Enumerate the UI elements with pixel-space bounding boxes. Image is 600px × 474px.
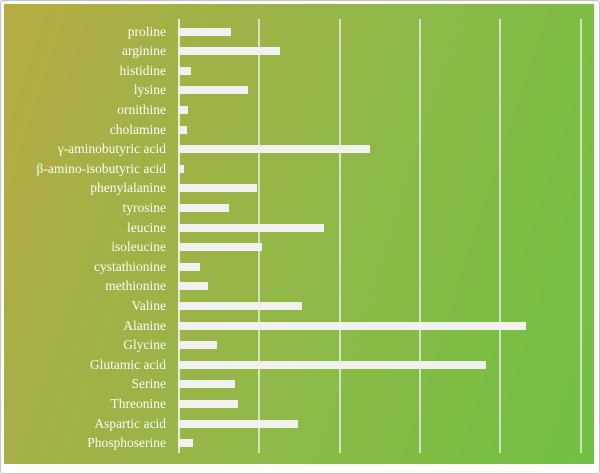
bar <box>178 399 239 408</box>
category-label: Aspartic acid <box>94 415 166 431</box>
bar <box>178 262 200 271</box>
bar <box>178 145 370 154</box>
bar <box>178 203 229 212</box>
chart-background: proline arginine histidine lysine ornithine c… <box>4 4 594 464</box>
bar <box>178 184 257 193</box>
category-label: isoleucine <box>111 239 166 255</box>
bar <box>178 341 218 350</box>
bar <box>178 27 231 36</box>
category-label: arginine <box>122 43 166 59</box>
category-label: Valine <box>131 297 167 313</box>
category-label: Alanine <box>123 317 166 333</box>
category-label: histidine <box>119 62 167 78</box>
vertical-gridline <box>579 19 582 453</box>
vertical-gridline <box>258 19 261 453</box>
bar <box>178 105 188 114</box>
y-axis-line <box>178 19 180 453</box>
category-label: cholamine <box>109 121 166 137</box>
bar <box>178 282 208 291</box>
bar <box>178 86 248 95</box>
category-label: Serine <box>131 376 167 392</box>
category-label: lysine <box>133 82 166 98</box>
vertical-gridline <box>418 19 421 453</box>
category-label: phenylalanine <box>90 180 166 196</box>
category-label: ornithine <box>117 101 166 117</box>
bar <box>178 243 263 252</box>
category-label: γ-aminobutyric acid <box>57 141 166 157</box>
bar <box>178 360 486 369</box>
bar <box>178 301 302 310</box>
category-label: Phosphoserine <box>87 435 166 451</box>
bar <box>178 66 191 75</box>
category-label: proline <box>127 23 166 39</box>
vertical-gridline <box>338 19 341 453</box>
bar <box>178 419 298 428</box>
vertical-gridline <box>499 19 502 453</box>
bar <box>178 321 526 330</box>
category-label: Glycine <box>123 337 166 353</box>
bar <box>178 47 280 56</box>
category-label: cystathionine <box>94 258 166 274</box>
bar <box>178 223 325 232</box>
category-label: tyrosine <box>122 199 167 215</box>
category-label: β-amino-isobutyric acid <box>36 160 166 176</box>
plot-area: proline arginine histidine lysine ornithine c… <box>4 4 594 464</box>
category-label: methionine <box>105 278 166 294</box>
category-label: Threonine <box>110 395 166 411</box>
bar <box>178 125 187 134</box>
category-label: Glutamic acid <box>89 356 166 372</box>
bar <box>178 380 235 389</box>
bar <box>178 164 184 173</box>
category-label: leucine <box>127 219 166 235</box>
bar <box>178 439 194 448</box>
